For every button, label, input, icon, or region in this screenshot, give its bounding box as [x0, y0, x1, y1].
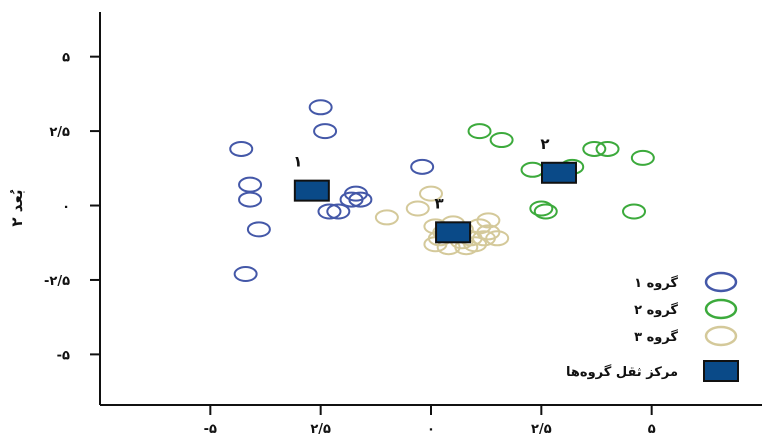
data-point-group-1 [246, 221, 271, 238]
data-point-group-2 [529, 200, 554, 217]
centroid-marker [540, 161, 577, 184]
legend-swatch-group-2 [704, 298, 738, 320]
centroid-marker [293, 179, 330, 202]
legend-label: گروه ۳ [634, 329, 678, 345]
data-point-group-3 [374, 209, 399, 226]
legend-label: مرکز ثقل گروه‌ها [566, 364, 678, 380]
legend: گروه ۱ گروه ۲ گروه ۳ مرکز ثقل گروه‌ها [566, 271, 739, 382]
legend-label: گروه ۱ [634, 275, 678, 291]
data-point-group-2 [533, 203, 558, 220]
data-point-group-3 [485, 230, 510, 247]
data-points [229, 99, 655, 282]
y-ticks: ۵ ۲/۵ ۰ -۲/۵ -۵ [44, 51, 100, 363]
data-point-group-1 [410, 158, 435, 175]
data-point-group-1 [233, 266, 258, 282]
data-point-group-3 [405, 200, 430, 217]
data-point-group-1 [317, 203, 342, 220]
legend-label: گروه ۲ [634, 302, 678, 318]
data-point-group-1 [229, 140, 254, 157]
centroid-label: ۲ [540, 135, 549, 153]
data-point-group-1 [308, 99, 333, 116]
x-tick-label: ۲/۵ [531, 422, 552, 437]
x-tick-label: ۵ [648, 422, 656, 437]
data-point-group-1 [348, 191, 373, 208]
y-tick-label: -۲/۵ [44, 274, 70, 289]
data-point-group-1 [238, 176, 263, 193]
centroid-label: ۳ [434, 194, 443, 212]
centroid-marker [435, 221, 472, 244]
x-ticks: -۵ ۲/۵ ۰ ۲/۵ ۵ [204, 405, 656, 437]
legend-centroid-swatch [703, 360, 739, 382]
data-point-group-3 [476, 212, 501, 229]
legend-swatch-group-1 [704, 271, 738, 293]
data-point-group-1 [339, 191, 364, 208]
legend-swatch-group-3 [704, 325, 738, 347]
data-point-group-2 [467, 123, 492, 140]
data-point-group-2 [520, 161, 545, 178]
data-point-group-1 [238, 191, 263, 208]
data-point-group-2 [595, 140, 620, 157]
data-point-group-2 [582, 140, 607, 157]
x-tick-label: ۲/۵ [310, 422, 331, 437]
y-axis-label: بُعد ۲ [8, 189, 26, 226]
y-tick-label: -۵ [57, 348, 70, 363]
y-tick-label: ۲/۵ [49, 125, 70, 140]
data-point-group-3 [419, 185, 443, 202]
centroid-label: ۱ [293, 153, 302, 171]
x-tick-label: -۵ [204, 422, 217, 437]
centroid-markers: ۱ ۲ ۳ [293, 135, 577, 244]
data-point-group-2 [622, 203, 647, 220]
x-tick-label: ۰ [427, 422, 435, 437]
y-tick-label: ۵ [62, 51, 70, 66]
data-point-group-2 [630, 149, 655, 166]
data-point-group-3 [471, 230, 496, 247]
data-point-group-1 [313, 123, 338, 140]
data-point-group-2 [489, 132, 514, 149]
y-tick-label: ۰ [62, 200, 70, 215]
data-point-group-1 [326, 203, 351, 220]
